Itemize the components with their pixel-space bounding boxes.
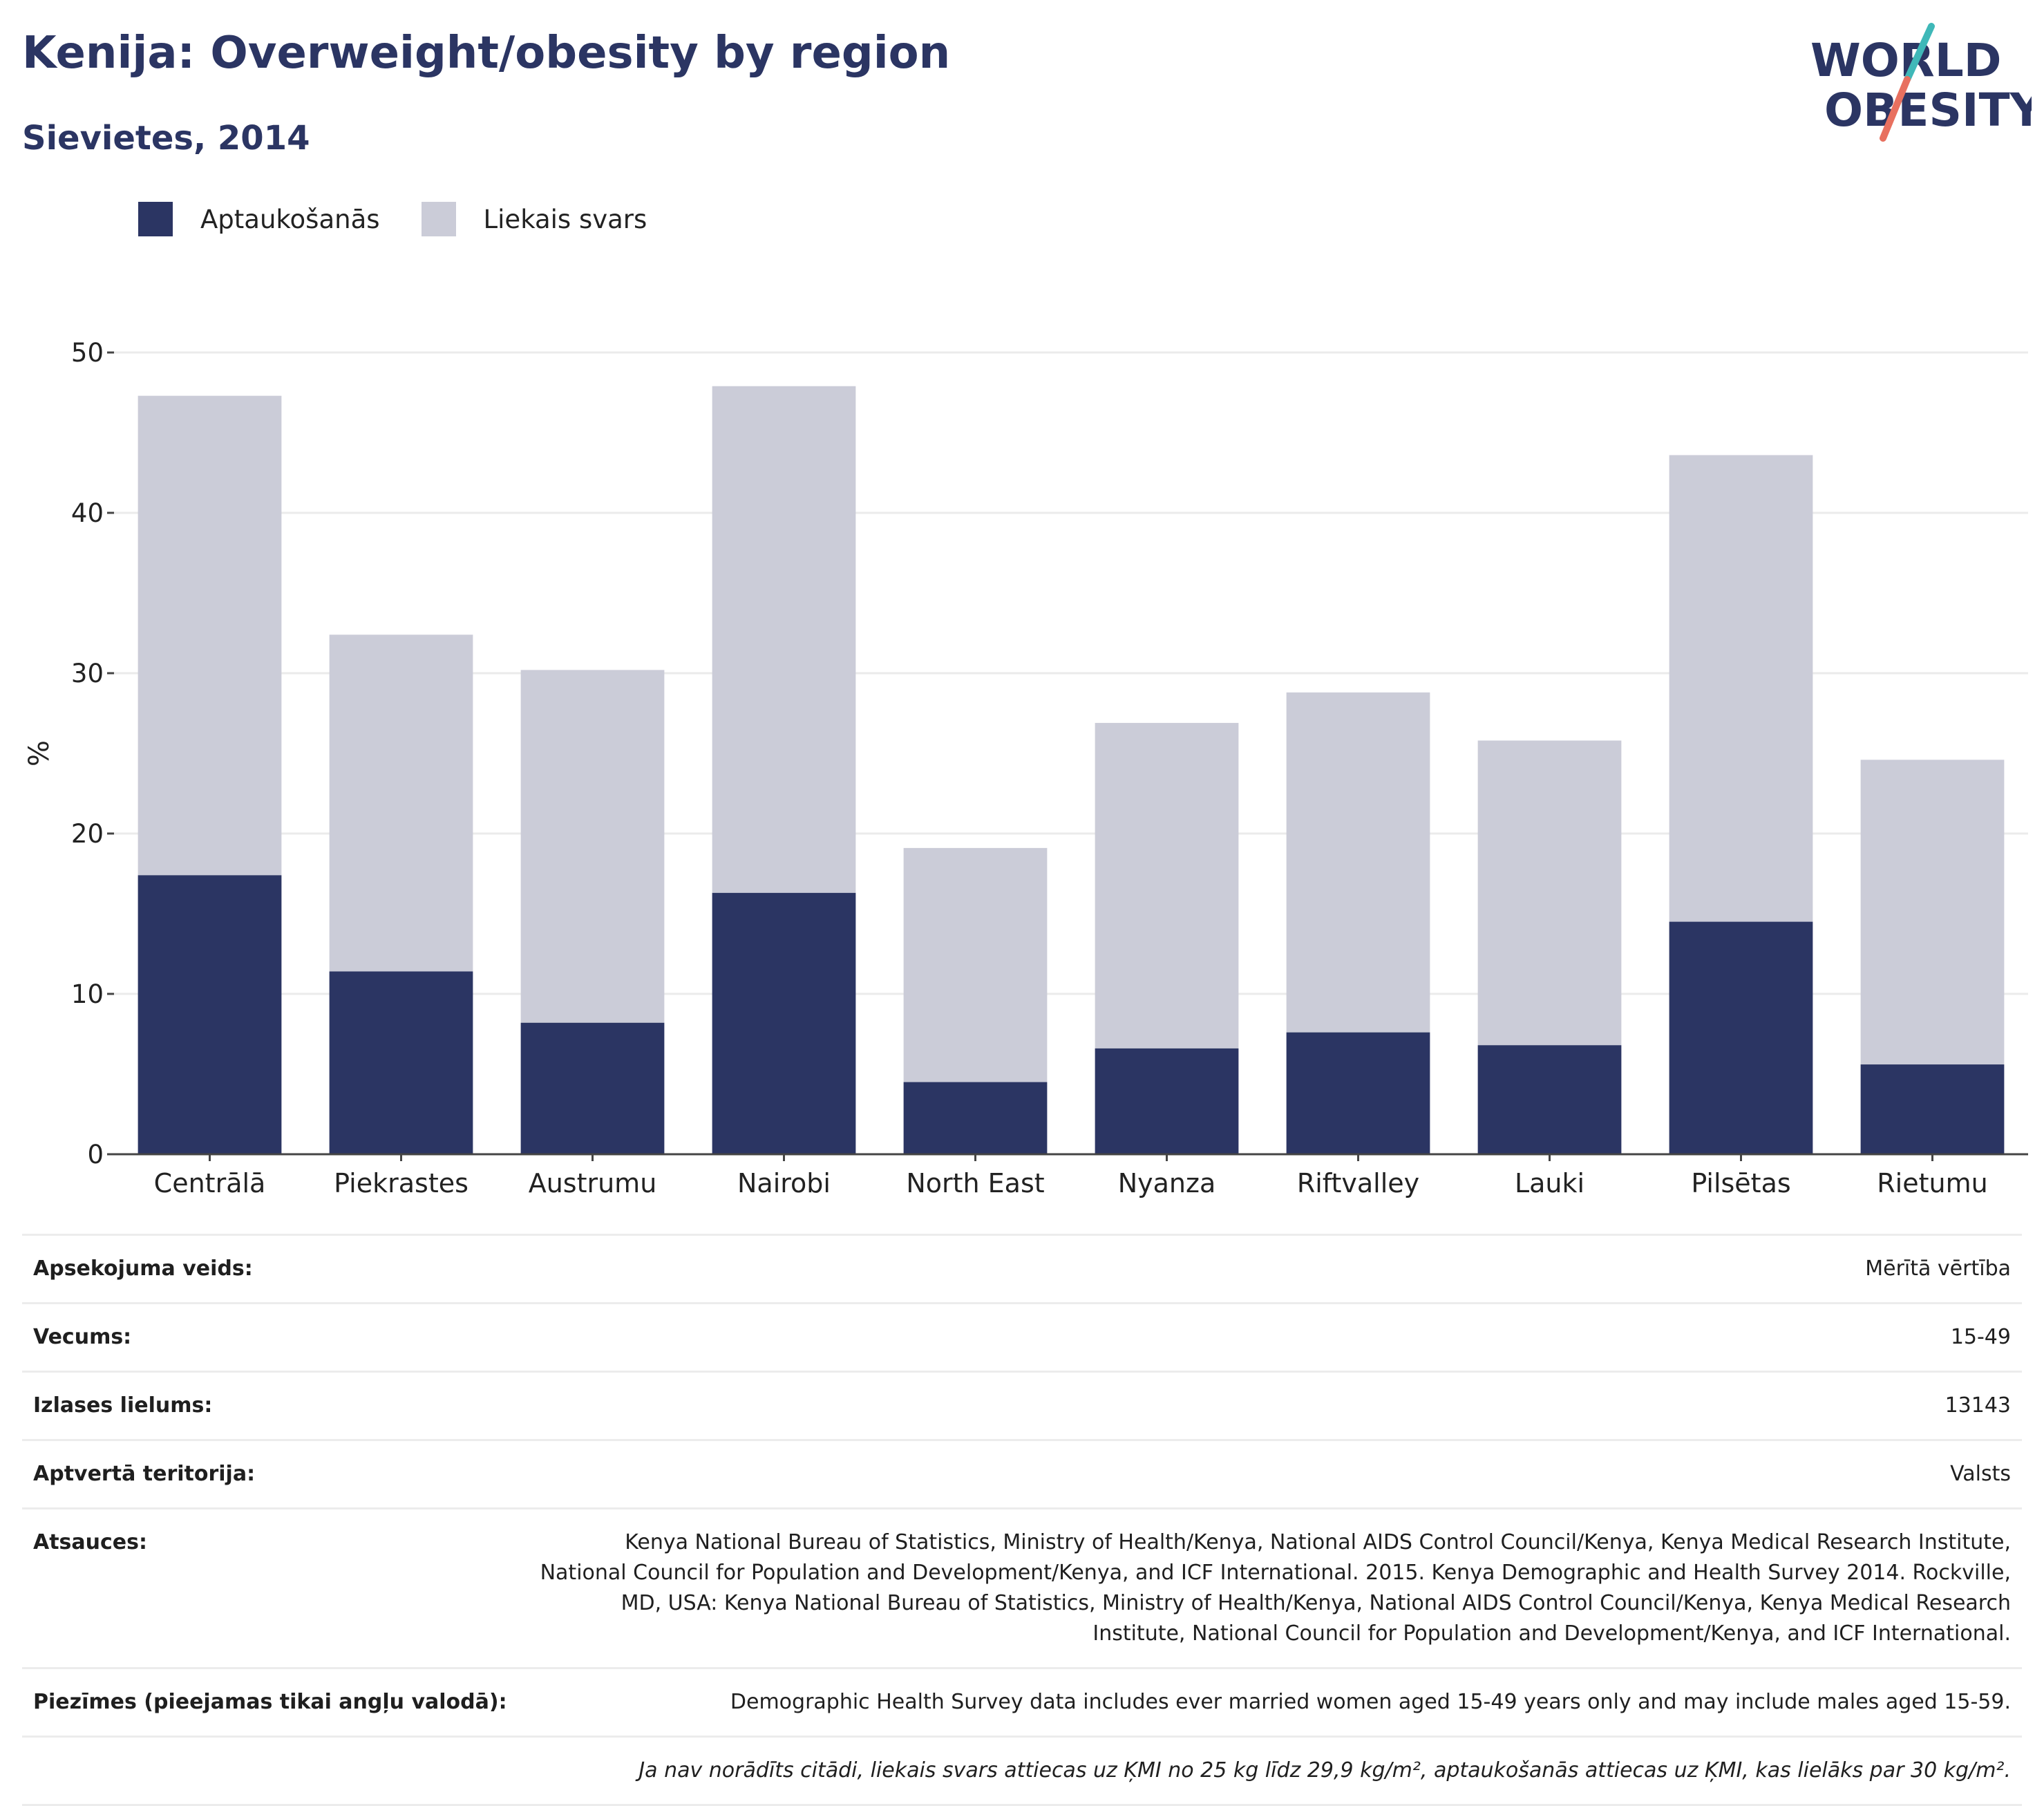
bar-obesity [1860,1064,2005,1154]
y-axis-label: % [23,740,55,766]
info-value: Mērītā vērtība [1865,1257,2011,1281]
bar-obesity [1286,1032,1430,1154]
chart-title: Kenija: Overweight/obesity by region [22,28,951,79]
info-table: Apsekojuma veids: Mērītā vērtība Vecums:… [22,1234,2022,1806]
bar-chart: 0 10 20 30 40 50% Centrālā Piekrastes Austrumu Na… [23,338,2028,1198]
info-label: Atsauces: [33,1530,147,1554]
info-row-area-covered: Aptvertā teritorija: Valsts [22,1439,2022,1507]
info-value: Valsts [1950,1462,2011,1486]
x-tick-label: Austrumu [529,1168,657,1198]
info-row-footnote: Ja nav norādīts citādi, liekais svars at… [22,1736,2022,1806]
bar-obesity [520,1022,665,1154]
legend-label-overweight: Liekais svars [483,204,647,234]
info-label: Aptvertā teritorija: [33,1462,256,1486]
legend-label-obesity: Aptaukošanās [200,204,380,234]
y-tick-label: 40 [71,498,104,528]
bar-overweight [138,395,282,876]
legend-item-obesity[interactable]: Aptaukošanās [138,202,380,236]
bar-overweight [520,670,665,1023]
legend-swatch-obesity [138,202,173,236]
info-row-references: Atsauces: Kenya National Bureau of Stati… [22,1507,2022,1667]
chart-subtitle: Sievietes, 2014 [22,119,310,158]
x-tick-label: Riftvalley [1297,1168,1419,1198]
chart-legend: Aptaukošanās Liekais svars [138,202,688,236]
x-tick-label: Nairobi [737,1168,831,1198]
x-tick-label: Centrālā [154,1168,266,1198]
bar-obesity [138,875,282,1154]
info-value: 15-49 [1950,1325,2011,1349]
bar-overweight [712,386,856,893]
info-value: Demographic Health Survey data includes … [730,1690,2011,1714]
info-label: Vecums: [33,1325,132,1349]
x-tick-label: Pilsētas [1691,1168,1790,1198]
bar-obesity [1669,921,1813,1154]
x-tick-label: Nyanza [1118,1168,1216,1198]
y-tick-label: 50 [71,338,104,368]
bar-obesity [329,971,473,1154]
bar-overweight [1095,722,1239,1048]
legend-swatch-overweight [421,202,456,236]
y-tick-label: 10 [71,979,104,1009]
y-tick-label: 30 [71,659,104,688]
bar-obesity [1095,1048,1239,1154]
bar-overweight [329,634,473,972]
bar-overweight [1286,692,1430,1033]
bar-overweight [1860,760,2005,1065]
info-label: Apsekojuma veids: [33,1257,253,1281]
info-value: 13143 [1944,1393,2011,1418]
bar-overweight [1477,740,1622,1046]
x-tick-label: Rietumu [1877,1168,1987,1198]
info-row-age: Vecums: 15-49 [22,1302,2022,1371]
bar-obesity [1477,1045,1622,1154]
info-label: Izlases lielums: [33,1393,213,1418]
bar-obesity [712,892,856,1154]
bar-obesity [903,1082,1048,1154]
logo-text-obesity: OBESITY [1824,84,2032,137]
bar-overweight [903,847,1048,1082]
x-tick-label: Lauki [1515,1168,1584,1198]
info-row-survey-type: Apsekojuma veids: Mērītā vērtība [22,1234,2022,1302]
bar-overweight [1669,455,1813,922]
info-row-notes: Piezīmes (pieejamas tikai angļu valodā):… [22,1667,2022,1736]
x-tick-label: Piekrastes [334,1168,469,1198]
y-tick-label: 0 [87,1140,104,1169]
y-tick-label: 20 [71,819,104,849]
world-obesity-logo: WORLD OBESITY [1810,23,2032,142]
info-label: Piezīmes (pieejamas tikai angļu valodā): [33,1690,507,1714]
info-row-sample-size: Izlases lielums: 13143 [22,1371,2022,1439]
x-tick-label: North East [906,1168,1044,1198]
logo-slash-teal [1904,23,1935,83]
footnote: Ja nav norādīts citādi, liekais svars at… [638,1758,2011,1783]
legend-item-overweight[interactable]: Liekais svars [421,202,647,236]
logo-slash-red [1880,76,1911,142]
info-value: Kenya National Bureau of Statistics, Min… [540,1530,2011,1646]
